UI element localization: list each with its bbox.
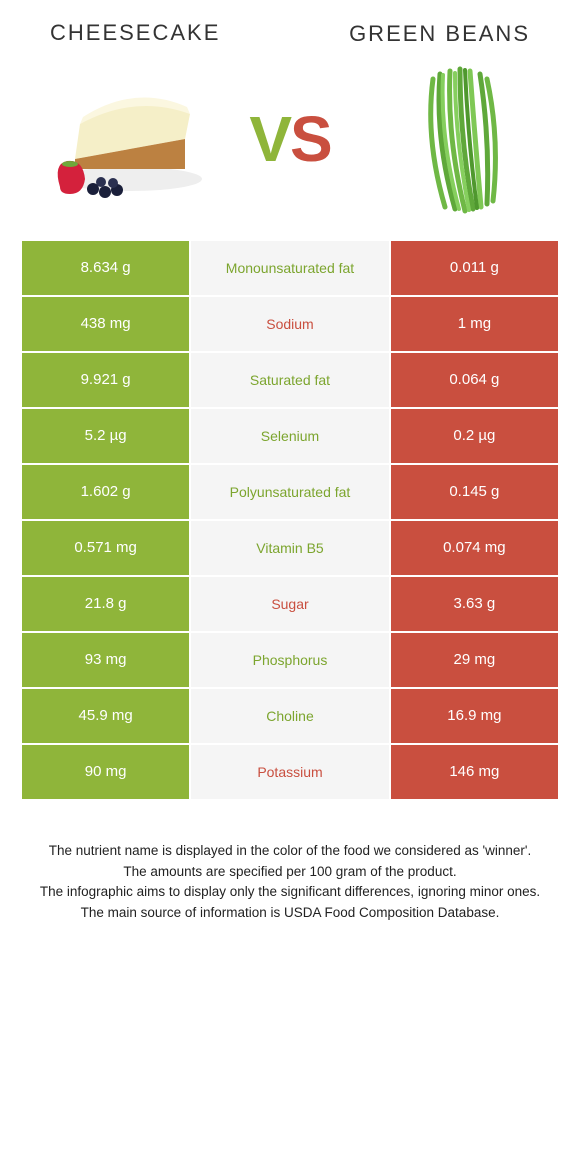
table-row: 90 mgPotassium146 mg <box>21 744 559 800</box>
right-value: 0.145 g <box>390 464 559 520</box>
nutrient-label: Polyunsaturated fat <box>190 464 389 520</box>
footer-line-2: The amounts are specified per 100 gram o… <box>30 862 550 883</box>
cheesecake-image <box>30 59 210 219</box>
nutrient-label: Phosphorus <box>190 632 389 688</box>
nutrient-label: Sodium <box>190 296 389 352</box>
vs-v: V <box>249 103 290 175</box>
table-row: 438 mgSodium1 mg <box>21 296 559 352</box>
right-food-title: Green beans <box>290 20 540 49</box>
left-value: 438 mg <box>21 296 190 352</box>
left-value: 45.9 mg <box>21 688 190 744</box>
table-row: 1.602 gPolyunsaturated fat0.145 g <box>21 464 559 520</box>
table-row: 8.634 gMonounsaturated fat0.011 g <box>21 240 559 296</box>
nutrient-label: Saturated fat <box>190 352 389 408</box>
left-value: 0.571 mg <box>21 520 190 576</box>
left-value: 93 mg <box>21 632 190 688</box>
left-value: 5.2 µg <box>21 408 190 464</box>
right-value: 3.63 g <box>390 576 559 632</box>
right-value: 0.011 g <box>390 240 559 296</box>
right-value: 0.2 µg <box>390 408 559 464</box>
vs-s: S <box>290 103 331 175</box>
left-value: 21.8 g <box>21 576 190 632</box>
right-value: 1 mg <box>390 296 559 352</box>
table-row: 45.9 mgCholine16.9 mg <box>21 688 559 744</box>
table-row: 9.921 gSaturated fat0.064 g <box>21 352 559 408</box>
nutrient-label: Selenium <box>190 408 389 464</box>
footer-line-3: The infographic aims to display only the… <box>30 882 550 903</box>
left-value: 9.921 g <box>21 352 190 408</box>
left-value: 8.634 g <box>21 240 190 296</box>
right-value: 0.064 g <box>390 352 559 408</box>
table-row: 21.8 gSugar3.63 g <box>21 576 559 632</box>
nutrition-table: 8.634 gMonounsaturated fat0.011 g438 mgS… <box>20 239 560 801</box>
green-beans-image <box>370 59 550 219</box>
left-value: 90 mg <box>21 744 190 800</box>
images-row: VS <box>0 49 580 239</box>
right-value: 146 mg <box>390 744 559 800</box>
left-food-title: Cheesecake <box>40 20 290 46</box>
table-row: 93 mgPhosphorus29 mg <box>21 632 559 688</box>
vs-label: VS <box>249 102 330 176</box>
nutrient-label: Choline <box>190 688 389 744</box>
nutrient-label: Potassium <box>190 744 389 800</box>
table-row: 5.2 µgSelenium0.2 µg <box>21 408 559 464</box>
table-row: 0.571 mgVitamin B50.074 mg <box>21 520 559 576</box>
nutrient-label: Vitamin B5 <box>190 520 389 576</box>
nutrient-label: Sugar <box>190 576 389 632</box>
right-value: 29 mg <box>390 632 559 688</box>
header: Cheesecake Green beans <box>0 0 580 49</box>
right-value: 16.9 mg <box>390 688 559 744</box>
left-value: 1.602 g <box>21 464 190 520</box>
footer-notes: The nutrient name is displayed in the co… <box>0 801 580 925</box>
footer-line-1: The nutrient name is displayed in the co… <box>30 841 550 862</box>
footer-line-4: The main source of information is USDA F… <box>30 903 550 924</box>
right-value: 0.074 mg <box>390 520 559 576</box>
nutrient-label: Monounsaturated fat <box>190 240 389 296</box>
